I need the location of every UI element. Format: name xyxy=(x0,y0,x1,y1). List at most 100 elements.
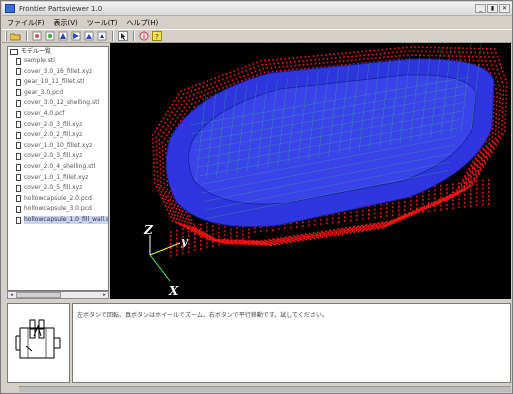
axis-label-y: y xyxy=(181,235,188,248)
tree-item[interactable]: cover_3.0_16_fillet.xyz xyxy=(16,68,92,76)
info-icon[interactable] xyxy=(138,31,149,42)
info-panel: 左ボタンで回転、真ボタンはホイールでズーム、右ボタンで平行移動です。試してくださ… xyxy=(72,303,511,383)
window-controls: _ ▮ ✕ xyxy=(475,4,510,13)
zoom-icon[interactable] xyxy=(44,31,55,42)
tree-item-label: gear_3.0.pcd xyxy=(24,88,64,96)
tree-item-label: hollowcapsule_2.0.pcd xyxy=(24,194,92,202)
file-icon xyxy=(16,152,21,160)
bottom-panel: 左ボタンで回転、真ボタンはホイールでズーム、右ボタンで平行移動です。試してくださ… xyxy=(7,303,511,383)
menu-file[interactable]: ファイル(F) xyxy=(7,18,45,27)
tree-item-label: cover_2.0_3_fill.xyz xyxy=(24,120,83,128)
menu-help[interactable]: ヘルプ(H) xyxy=(126,18,159,27)
tree-item-label: cover_3.0_12_shelling.stl xyxy=(24,99,100,107)
help-icon[interactable]: ? xyxy=(151,31,162,42)
file-icon xyxy=(16,131,21,139)
rotate-right-icon[interactable] xyxy=(70,31,81,42)
file-icon xyxy=(16,174,21,182)
x-axis-line xyxy=(149,254,171,282)
scroll-left-arrow-icon[interactable]: ◂ xyxy=(10,292,13,298)
file-icon xyxy=(16,68,21,76)
3d-viewport[interactable]: Z y X xyxy=(110,43,511,299)
status-bar xyxy=(19,386,511,392)
tree-item-label: hollowcapsule_3.0.pcd xyxy=(24,205,92,213)
file-icon xyxy=(16,99,21,107)
tree-root[interactable]: モデル一覧 xyxy=(10,48,51,56)
tree-item[interactable]: cover_4.0.pcf xyxy=(16,110,64,118)
toolbar-grip[interactable] xyxy=(5,31,7,41)
thumbnail-drawing xyxy=(15,319,61,359)
toolbar: ? xyxy=(2,29,512,43)
tree-item[interactable]: cover_2.0_5_fill.xyz xyxy=(16,184,82,192)
maximize-button[interactable]: ▮ xyxy=(487,4,498,13)
mesh-grid-lines xyxy=(189,43,482,219)
tree-item[interactable]: cover_3.0_12_shelling.stl xyxy=(16,99,99,107)
menu-bar: ファイル(F) 表示(V) ツール(T) ヘルプ(H) xyxy=(2,17,512,28)
tree-item[interactable]: hollowcapsule_1.0_fill_wall.stl xyxy=(16,216,108,224)
app-icon xyxy=(5,4,15,13)
file-icon xyxy=(16,184,21,192)
view-top-icon[interactable] xyxy=(96,31,107,42)
tree-item[interactable]: cover_2.0_2_fill.xyz xyxy=(16,131,82,139)
axis-label-x: X xyxy=(169,284,179,298)
tree-item[interactable]: gear_10_11_fillet.stl xyxy=(16,78,84,86)
toolbar-separator xyxy=(112,31,114,41)
tree-item[interactable]: cover_2.0_4_shelling.stl xyxy=(16,163,95,171)
3d-model-render[interactable] xyxy=(110,43,511,299)
svg-text:?: ? xyxy=(155,33,159,41)
file-icon xyxy=(16,205,21,213)
tree-item[interactable]: cover_2.0_3_fill.xyz xyxy=(16,121,82,129)
tree-item-label: cover_1.0_10_fillet.xyz xyxy=(24,141,93,149)
scroll-thumb[interactable] xyxy=(16,292,61,298)
toolbar-separator xyxy=(133,31,135,41)
tree-item-label: hollowcapsule_1.0_fill_wall.stl xyxy=(24,216,108,224)
tree-item[interactable]: cover_1.0_10_fillet.xyz xyxy=(16,142,92,150)
minimize-button[interactable]: _ xyxy=(475,4,486,13)
info-message: 左ボタンで回転、真ボタンはホイールでズーム、右ボタンで平行移動です。試してくださ… xyxy=(77,312,328,319)
tree-item-label: cover_4.0.pcf xyxy=(24,110,65,117)
axis-label-z: Z xyxy=(144,223,153,237)
tree-item[interactable]: hollowcapsule_2.0.pcd xyxy=(16,195,92,203)
y-axis-line xyxy=(149,242,181,256)
toolbar-separator xyxy=(26,31,28,41)
tree-horizontal-scrollbar[interactable]: ◂ ▸ xyxy=(7,291,109,299)
tree-item-label: gear_10_11_fillet.stl xyxy=(24,78,85,86)
tree-root-label: モデル一覧 xyxy=(21,48,52,55)
tree-item[interactable]: sample.stl xyxy=(16,57,55,65)
file-icon xyxy=(16,121,21,129)
tree-item-label: cover_2.0_3_fill.xyz xyxy=(24,152,83,160)
tree-item[interactable]: hollowcapsule_3.0.pcd xyxy=(16,205,92,213)
fit-view-icon[interactable] xyxy=(31,31,42,42)
menu-tools[interactable]: ツール(T) xyxy=(86,18,118,27)
scroll-right-arrow-icon[interactable]: ▸ xyxy=(103,292,106,298)
file-icon xyxy=(16,216,21,224)
close-button[interactable]: ✕ xyxy=(499,4,510,13)
tree-item-label: sample.stl xyxy=(24,57,55,64)
tree-item[interactable]: cover_2.0_3_fill.xyz xyxy=(16,152,82,160)
file-icon xyxy=(16,110,21,118)
select-arrow-icon[interactable] xyxy=(117,31,128,42)
file-icon xyxy=(16,57,21,65)
tree-item-label: cover_1.0_1_fillet.xyz xyxy=(24,173,89,181)
open-folder-icon[interactable] xyxy=(10,31,21,42)
window-title: Frontier Partsviewer 1.0 xyxy=(19,4,103,13)
file-icon xyxy=(16,195,21,203)
tree-item[interactable]: cover_1.0_1_fillet.xyz xyxy=(16,174,88,182)
mesh-edges xyxy=(189,43,482,219)
file-icon xyxy=(16,89,21,97)
tree-item-label: cover_2.0_4_shelling.stl xyxy=(24,163,96,170)
model-thumbnail xyxy=(7,303,70,383)
tree-item-label: cover_2.0_5_fill.xyz xyxy=(24,184,83,192)
menu-view[interactable]: 表示(V) xyxy=(53,18,78,27)
tree-item-label: cover_2.0_2_fill.xyz xyxy=(24,131,83,139)
file-icon xyxy=(16,163,21,171)
folder-icon xyxy=(10,49,18,55)
title-bar[interactable]: Frontier Partsviewer 1.0 _ ▮ ✕ xyxy=(2,2,512,16)
tree-item-label: cover_3.0_16_fillet.xyz xyxy=(24,67,93,75)
view-front-icon[interactable] xyxy=(83,31,94,42)
file-icon xyxy=(16,78,21,86)
file-icon xyxy=(16,142,21,150)
tree-item[interactable]: gear_3.0.pcd xyxy=(16,89,63,97)
rotate-left-icon[interactable] xyxy=(57,31,68,42)
